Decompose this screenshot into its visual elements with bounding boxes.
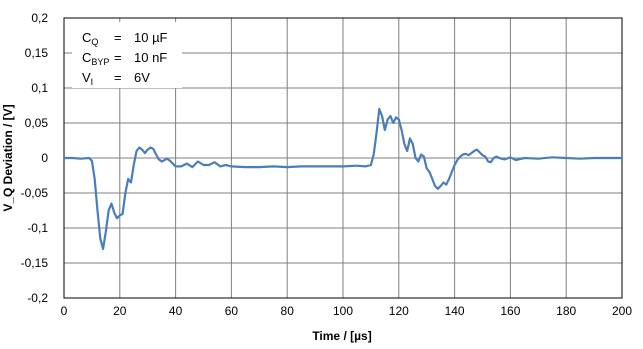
y-tick-label: 0,15 xyxy=(25,46,49,60)
annotation-line-vi: VI = 6V xyxy=(82,70,150,87)
x-axis-title: Time / [µs] xyxy=(312,329,371,343)
y-tick-label: 0,1 xyxy=(31,81,48,95)
x-tick-label: 40 xyxy=(169,304,183,318)
x-tick-label: 20 xyxy=(113,304,127,318)
y-axis-title: V_Q Deviation / [V] xyxy=(1,104,15,211)
x-tick-label: 120 xyxy=(389,304,409,318)
annotation-box: CQ = 10 µF CBYP = 10 nF VI = 6V xyxy=(72,22,182,88)
y-axis: 0,2 0,15 0,1 0,05 0 -0,05 -0,1 -0,15 -0,2 xyxy=(21,11,49,305)
y-tick-label: -0,2 xyxy=(27,291,48,305)
x-tick-label: 180 xyxy=(556,304,576,318)
annotation-line-cq: CQ = 10 µF xyxy=(82,30,168,47)
y-tick-label: 0,05 xyxy=(25,116,49,130)
series-line xyxy=(62,107,624,251)
x-tick-label: 60 xyxy=(225,304,239,318)
annotation-line-cbyp: CBYP = 10 nF xyxy=(82,50,167,67)
x-tick-label: 80 xyxy=(281,304,295,318)
y-tick-label: -0,1 xyxy=(27,221,48,235)
x-tick-label: 160 xyxy=(500,304,520,318)
x-tick-label: 140 xyxy=(445,304,465,318)
y-tick-label: -0,15 xyxy=(21,256,49,270)
y-tick-label: 0,2 xyxy=(31,11,48,25)
x-tick-label: 200 xyxy=(612,304,632,318)
y-tick-label: 0 xyxy=(41,151,48,165)
x-tick-label: 0 xyxy=(61,304,68,318)
x-axis: 0 20 40 60 80 100 120 140 160 180 200 xyxy=(61,304,633,318)
y-tick-label: -0,05 xyxy=(21,186,49,200)
x-tick-label: 100 xyxy=(333,304,353,318)
